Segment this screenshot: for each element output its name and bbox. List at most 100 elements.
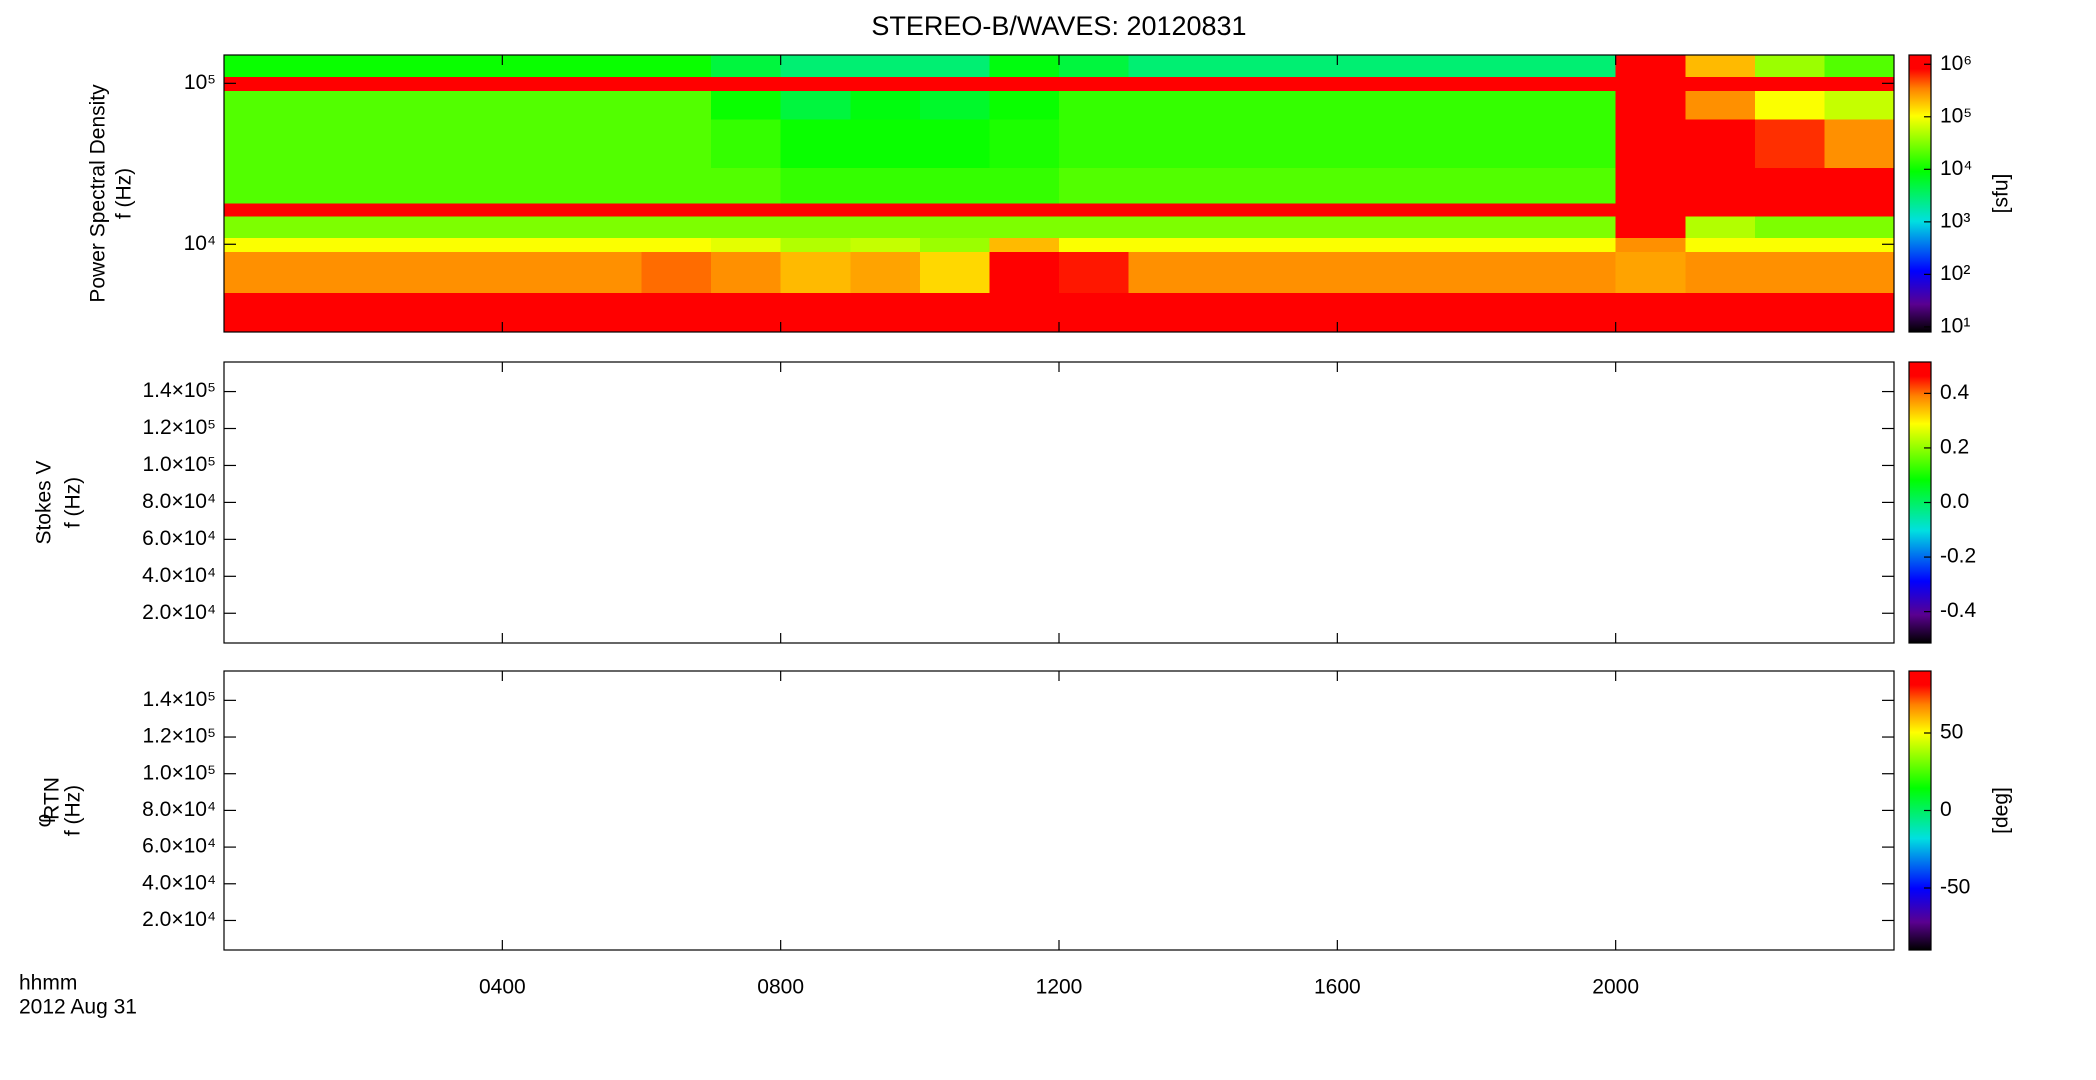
spectrogram-cell [293,292,364,333]
spectrogram-cell [571,292,642,333]
spectrogram-cell [919,76,990,92]
spectrogram-cell [780,119,851,168]
spectrogram-cell [293,119,364,168]
spectrogram-cell [1476,119,1547,168]
colorbar-tick-label: 10⁵ [1940,104,1972,127]
spectrogram-cell [1198,215,1269,239]
spectrogram-cell [1059,90,1130,120]
spectrogram-cell [641,203,712,217]
spectrogram-cell [1824,76,1895,92]
y-tick-label: 1.0×10⁵ [142,761,216,784]
spectrogram-cell [780,90,851,120]
y-tick-label: 2.0×10⁴ [142,908,216,931]
spectrogram-cell [224,251,295,294]
spectrogram-cell [432,119,503,168]
spectrogram-cell [1406,167,1477,204]
spectrogram-cell [1059,119,1130,168]
spectrogram-cell [1476,215,1547,239]
spectrogram-cell [919,167,990,204]
spectrogram-cell [989,167,1060,204]
spectrogram-cell [1128,119,1199,168]
spectrogram-cell [1476,167,1547,204]
y-tick-label: 8.0×10⁴ [142,490,216,513]
spectrogram-cell [711,90,782,120]
spectrogram-cell [1059,237,1130,253]
spectrogram-cell [850,251,921,294]
spectrogram-cell [1267,251,1338,294]
spectrogram-cell [711,251,782,294]
spectrogram-cell [1754,203,1825,217]
spectrogram-cell [293,237,364,253]
spectrogram-cell [293,90,364,120]
spectrogram-cell [1476,55,1547,78]
spectrogram-cell [432,237,503,253]
colorbar-tick-label: 0 [1940,798,1952,821]
spectrogram-cell [1615,76,1686,92]
x-tick-label: 1600 [1314,976,1361,999]
spectrogram-cell [780,215,851,239]
spectrogram-cell [1406,292,1477,333]
spectrogram-cell [1754,251,1825,294]
y-tick-label: 2.0×10⁴ [142,601,216,624]
spectrogram-cell [1685,167,1756,204]
y-tick-label: 6.0×10⁴ [142,835,216,858]
spectrogram-cell [1059,55,1130,78]
colorbar [1908,54,1932,333]
spectrogram-cell [1128,55,1199,78]
spectrogram-cell [224,292,295,333]
spectrogram-cell [571,90,642,120]
spectrogram-cell [1337,119,1408,168]
spectrogram-cell [502,292,573,333]
spectrogram-cell [293,251,364,294]
spectrogram-cell [1198,55,1269,78]
spectrogram-cell [641,167,712,204]
spectrogram-cell [780,76,851,92]
spectrogram-cell [1267,203,1338,217]
spectrogram-cell [1824,203,1895,217]
spectrogram-cell [1059,292,1130,333]
spectrogram-cell [641,55,712,78]
colorbar-tick-label: -50 [1940,876,1970,899]
colorbar-tick-label: -0.4 [1940,599,1977,622]
spectrogram-cell [1685,55,1756,78]
spectrogram-cell [1337,76,1408,92]
spectrogram-cell [224,90,295,120]
colorbar-tick-label: 0.2 [1940,435,1969,458]
spectrogram-cell [919,119,990,168]
spectrogram-cell [1824,292,1895,333]
spectrogram-cell [1406,215,1477,239]
y-axis-label: f (Hz) [113,168,136,219]
spectrogram-cell [1824,237,1895,253]
spectrogram-cell [571,76,642,92]
spectrogram-cell [1267,119,1338,168]
spectrogram-cell [711,55,782,78]
spectrogram-cell [1267,167,1338,204]
spectrogram-cell [1546,119,1617,168]
spectrogram-cell [1128,237,1199,253]
spectrogram-cell [224,167,295,204]
spectrogram-cell [224,55,295,78]
spectrogram-cell [224,215,295,239]
spectrogram-cell [919,203,990,217]
spectrogram-cell [502,237,573,253]
spectrogram-cell [1546,292,1617,333]
spectrogram-cell [571,237,642,253]
colorbar-tick-label: 0.4 [1940,381,1970,404]
spectrogram-cell [1337,167,1408,204]
spectrogram-cell [780,203,851,217]
spectrogram-cell [224,119,295,168]
x-axis-label: hhmm [19,972,77,995]
spectrogram-cell [1685,119,1756,168]
spectrogram-cell [1615,215,1686,239]
spectrogram-cell [850,292,921,333]
spectrogram-cell [1754,167,1825,204]
spectrogram-cell [780,251,851,294]
x-tick-label: 1200 [1036,976,1083,999]
spectrogram-cell [1406,251,1477,294]
spectrogram-cell [850,76,921,92]
colorbar-tick-label: 10⁶ [1940,52,1972,75]
spectrogram-cell [1685,237,1756,253]
spectrogram-cell [1128,251,1199,294]
spectrogram-cell [989,215,1060,239]
spectrogram-cell [1337,203,1408,217]
